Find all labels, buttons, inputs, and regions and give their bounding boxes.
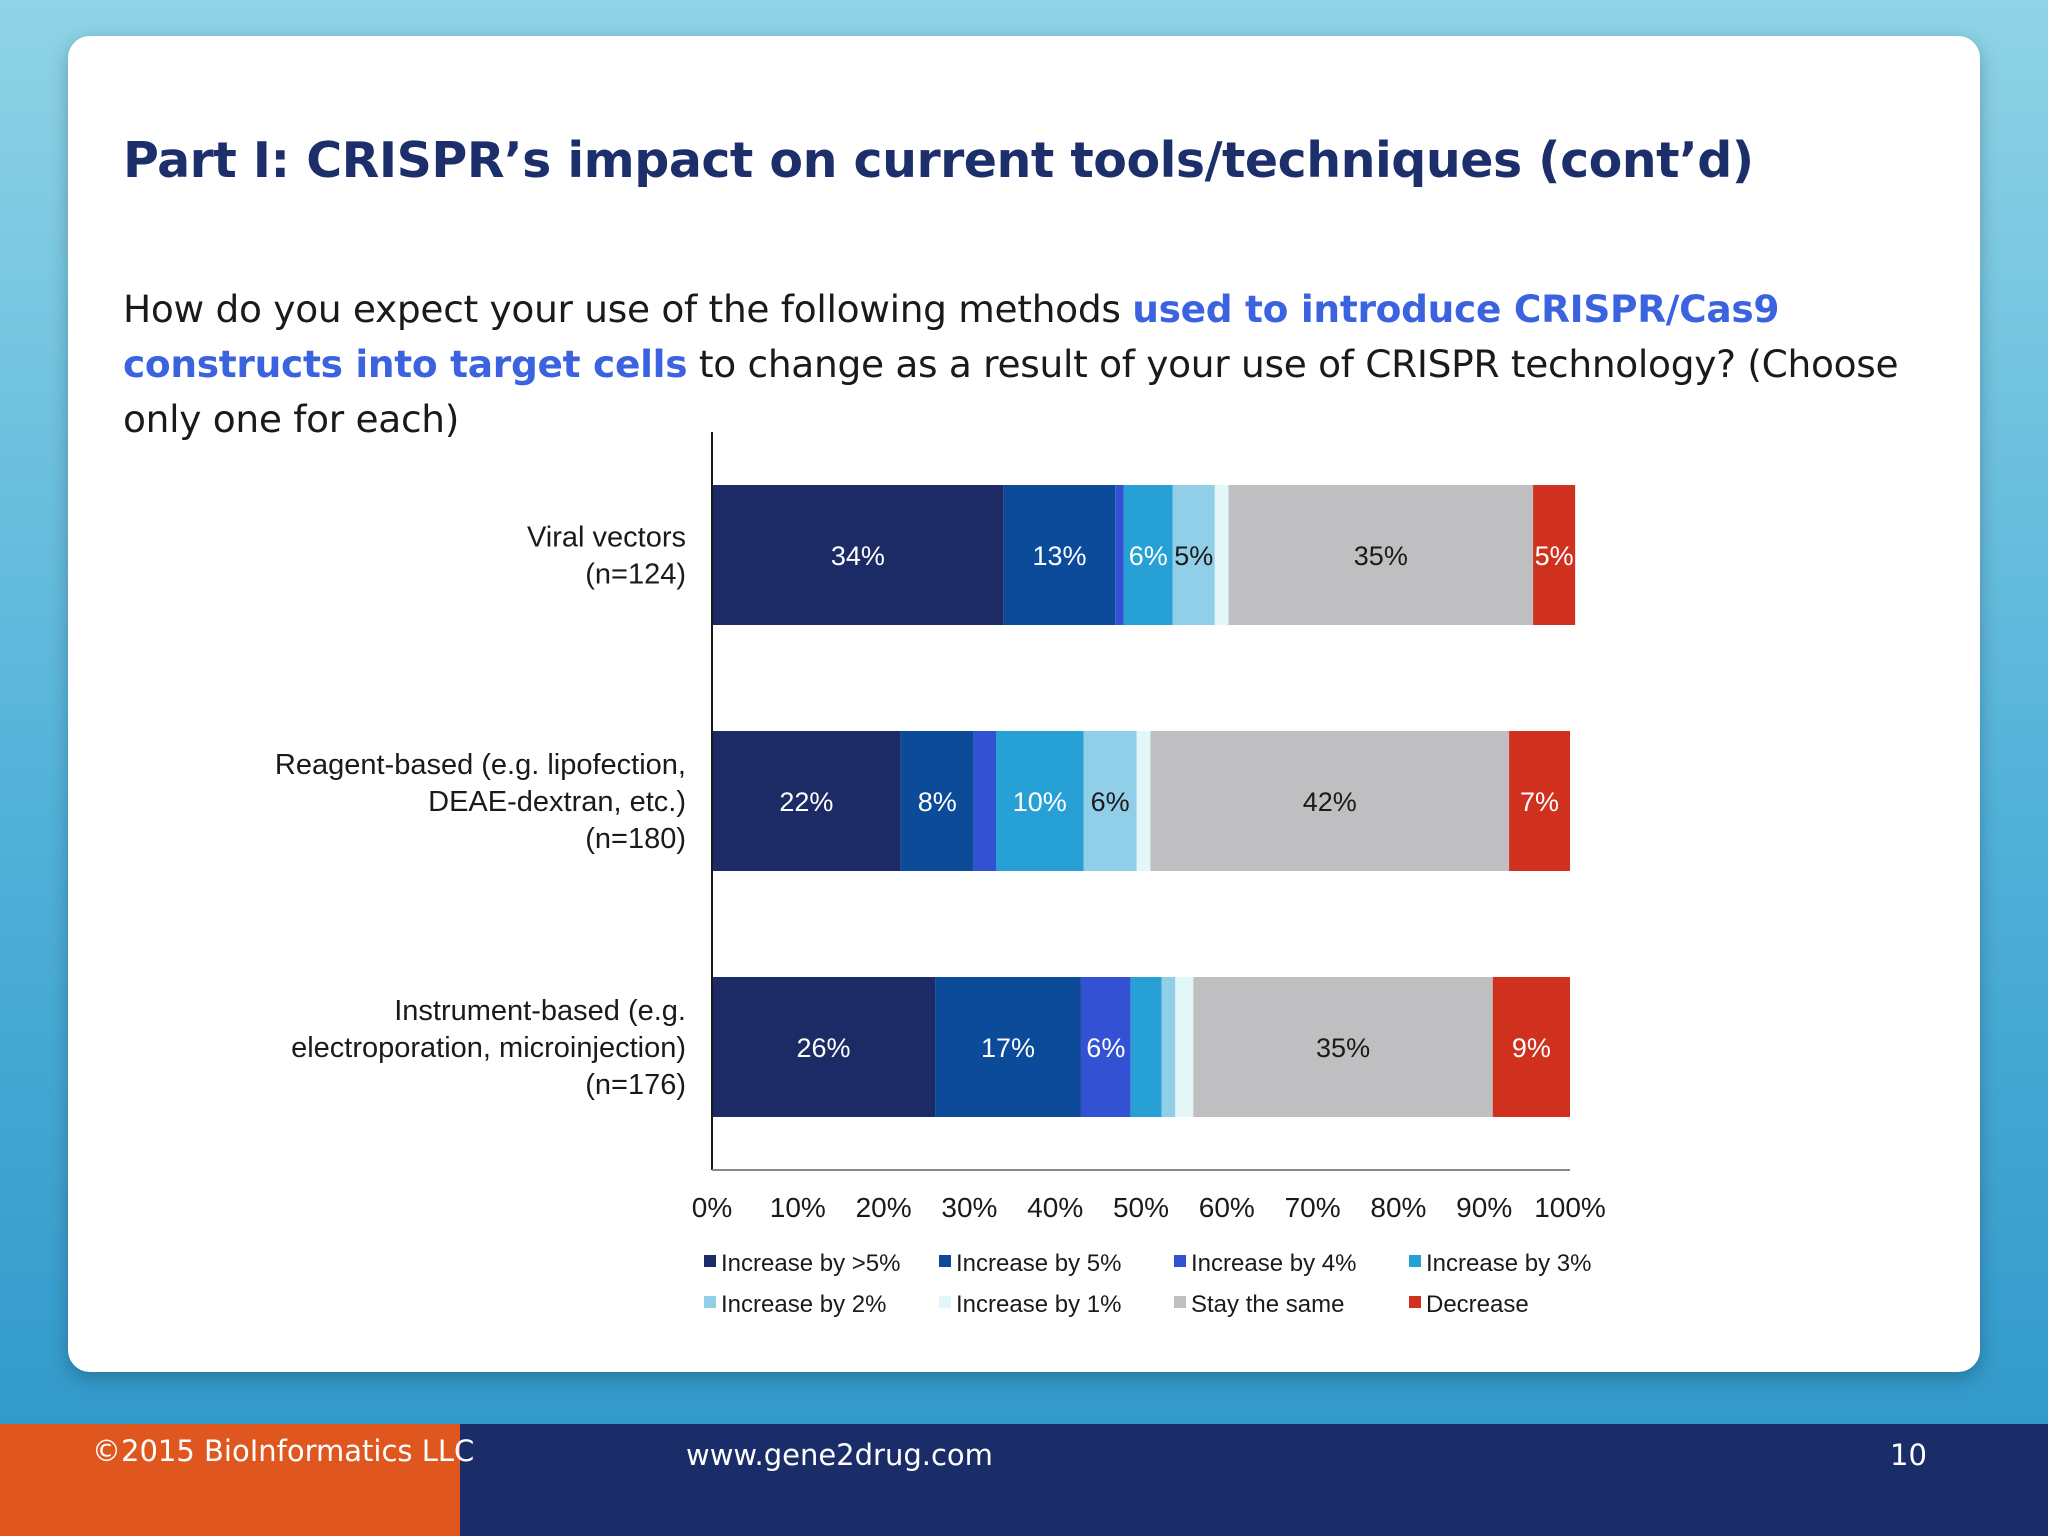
- chart-axes: [711, 432, 1570, 1171]
- bar-data-label: 17%: [981, 1033, 1035, 1063]
- question-highlight: used to introduce CRISPR/Cas9 constructs…: [123, 287, 1780, 386]
- bar-data-label: 26%: [797, 1033, 851, 1063]
- x-tick-label: 70%: [1285, 1192, 1341, 1223]
- bar-segment: [973, 731, 996, 871]
- bar-segment: [1080, 977, 1131, 1117]
- bar-data-label: 8%: [918, 787, 957, 817]
- legend-entry: Decrease: [1426, 1291, 1529, 1318]
- legend-swatch: [1174, 1255, 1186, 1267]
- category-label: Viral vectors: [527, 522, 686, 554]
- bar-data-label: 7%: [1520, 787, 1559, 817]
- x-tick-label: 60%: [1199, 1192, 1255, 1223]
- legend-entry: Stay the same: [1191, 1291, 1344, 1318]
- category-label: (n=180): [585, 823, 686, 855]
- x-tick-label: 50%: [1113, 1192, 1169, 1223]
- bar-data-labels: 34% 13% 6% 5% 35% 5%22% 8% 10% 6% 42% 7%26% 17% 6% 35…: [779, 541, 1573, 1063]
- bar-segment: [1161, 977, 1176, 1117]
- x-tick-label: 30%: [941, 1192, 997, 1223]
- bar-segment: [712, 731, 901, 871]
- bar-segment: [935, 977, 1081, 1117]
- bar-segment: [1003, 485, 1116, 625]
- legend-entry: Increase by 2%: [721, 1291, 886, 1318]
- bar-data-label: 42%: [1303, 787, 1357, 817]
- bar-segment: [995, 731, 1084, 871]
- bar-segment: [1083, 731, 1137, 871]
- bar-data-label: 5%: [1535, 541, 1574, 571]
- bar-data-label: 6%: [1086, 1033, 1125, 1063]
- bar-data-label: 10%: [1013, 787, 1067, 817]
- bar-data-label: 35%: [1354, 541, 1408, 571]
- footer-left-band: [0, 1424, 460, 1536]
- survey-question: How do you expect your use of the follow…: [123, 282, 1933, 447]
- x-tick-label: 40%: [1027, 1192, 1083, 1223]
- legend-swatch: [1409, 1296, 1421, 1308]
- bar-segments: [712, 485, 1576, 1117]
- bar-segment: [1172, 485, 1215, 625]
- bar-data-label: 13%: [1032, 541, 1086, 571]
- footer-copyright: ©2015 BioInformatics LLC: [92, 1434, 475, 1468]
- legend-swatch: [939, 1296, 951, 1308]
- bar-data-label: 9%: [1512, 1033, 1551, 1063]
- bar-segment: [1130, 977, 1162, 1117]
- bar-segment: [1214, 485, 1229, 625]
- question-text-start: How do you expect your use of the follow…: [123, 287, 1133, 331]
- slide-title: Part I: CRISPR’s impact on current tools…: [123, 132, 1754, 189]
- legend-swatch: [704, 1296, 716, 1308]
- footer-page-number: 10: [1890, 1438, 1927, 1472]
- category-label: (n=176): [585, 1069, 686, 1101]
- x-tick-label: 100%: [1534, 1192, 1606, 1223]
- bar-data-label: 5%: [1174, 541, 1213, 571]
- bar-segment: [712, 977, 936, 1117]
- stacked-bar-chart: 34% 13% 6% 5% 35% 5%22% 8% 10% 6% 42% 7%26% 17% 6% 35…: [275, 432, 1606, 1318]
- legend-swatch: [1174, 1296, 1186, 1308]
- bar-segment: [900, 731, 974, 871]
- bar-segment: [1115, 485, 1124, 625]
- category-label: (n=124): [585, 559, 686, 591]
- x-tick-label: 10%: [770, 1192, 826, 1223]
- bar-segment: [1175, 977, 1194, 1117]
- legend-swatch: [1409, 1255, 1421, 1267]
- legend-swatch: [939, 1255, 951, 1267]
- slide-card: [68, 36, 1980, 1372]
- legend-entry: Increase by 4%: [1191, 1250, 1356, 1277]
- bar-segment: [1193, 977, 1493, 1117]
- bar-segment: [1228, 485, 1534, 625]
- footer-website[interactable]: www.gene2drug.com: [686, 1438, 993, 1472]
- legend-entry: Increase by 5%: [956, 1250, 1121, 1277]
- footer-right-band: [460, 1424, 2048, 1536]
- bar-segment: [1492, 977, 1570, 1117]
- legend-entry: Increase by >5%: [721, 1250, 900, 1277]
- bar-data-label: 34%: [831, 541, 885, 571]
- category-label: electroporation, microinjection): [291, 1032, 686, 1064]
- legend-entry: Increase by 1%: [956, 1291, 1121, 1318]
- x-tick-label: 90%: [1456, 1192, 1512, 1223]
- x-tick-label: 20%: [856, 1192, 912, 1223]
- bar-data-label: 6%: [1091, 787, 1130, 817]
- category-label: Instrument-based (e.g.: [394, 995, 686, 1027]
- bar-segment: [1123, 485, 1173, 625]
- x-axis-tick-labels: 0% 10% 20% 30% 40% 50% 60% 70% 80% 90% 100%: [692, 1192, 1606, 1223]
- bar-data-label: 22%: [779, 787, 833, 817]
- x-tick-label: 80%: [1370, 1192, 1426, 1223]
- bar-segment: [1136, 731, 1151, 871]
- bar-segment: [1150, 731, 1510, 871]
- category-label: DEAE-dextran, etc.): [428, 786, 686, 818]
- category-label: Reagent-based (e.g. lipofection,: [275, 749, 686, 781]
- bar-segment: [1533, 485, 1576, 625]
- chart-legend: Increase by >5% Increase by 5% Increase by…: [704, 1250, 1591, 1318]
- category-labels: Viral vectors (n=124) Reagent-based (e.g. …: [275, 522, 686, 1102]
- legend-swatch: [704, 1255, 716, 1267]
- question-text-end: to change as a result of your use of CRI…: [123, 342, 1899, 441]
- bar-segment: [1509, 731, 1570, 871]
- legend-entry: Increase by 3%: [1426, 1250, 1591, 1277]
- bar-data-label: 35%: [1316, 1033, 1370, 1063]
- x-tick-label: 0%: [692, 1192, 732, 1223]
- bar-data-label: 6%: [1129, 541, 1168, 571]
- bar-segment: [712, 485, 1004, 625]
